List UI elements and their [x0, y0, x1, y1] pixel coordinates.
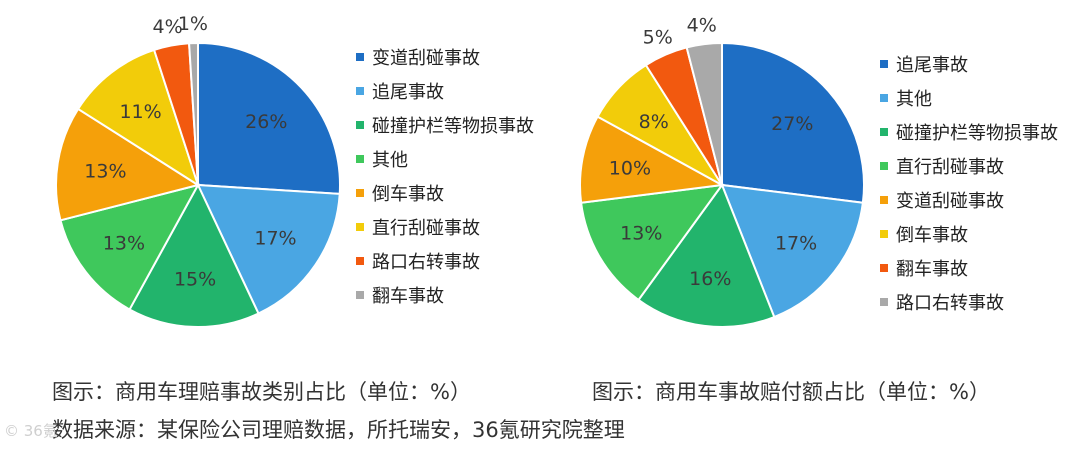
pie-label-right-3: 13% — [620, 223, 662, 245]
legend-label-right-7: 路口右转事故 — [896, 293, 1004, 314]
legend-swatch-right-4 — [880, 196, 888, 204]
pie-slice-left-3 — [59, 183, 200, 311]
legend-left: 变道刮碰事故追尾事故碰撞护栏等物损事故其他倒车事故直行刮碰事故路口右转事故翻车事… — [356, 48, 534, 307]
pie-slice-right-2 — [637, 182, 776, 328]
legend-swatch-left-3 — [356, 155, 364, 163]
legend-label-left-0: 变道刮碰事故 — [372, 48, 480, 69]
pie-slice-left-2 — [128, 182, 260, 328]
legend-swatch-left-7 — [356, 291, 364, 299]
legend-label-right-3: 直行刮碰事故 — [896, 157, 1004, 178]
pie-label-right-6: 5% — [643, 26, 673, 48]
legend-label-left-2: 碰撞护栏等物损事故 — [372, 116, 534, 137]
pie-slice-left-1 — [196, 183, 341, 315]
legend-label-right-5: 倒车事故 — [896, 225, 968, 246]
legend-swatch-left-6 — [356, 257, 364, 265]
legend-label-right-6: 翻车事故 — [896, 259, 968, 280]
legend-swatch-left-2 — [356, 121, 364, 129]
legend-label-left-3: 其他 — [372, 150, 408, 171]
pie-label-right-2: 16% — [689, 268, 731, 290]
legend-swatch-right-1 — [880, 94, 888, 102]
data-source-note: 数据来源：某保险公司理赔数据，所托瑞安，36氪研究院整理 — [52, 418, 625, 442]
legend-label-right-0: 追尾事故 — [896, 55, 968, 76]
legend-swatch-right-7 — [880, 298, 888, 306]
legend-swatch-left-0 — [356, 53, 364, 61]
pie-slice-right-7 — [685, 41, 723, 186]
legend-swatch-left-5 — [356, 223, 364, 231]
legend-label-left-5: 直行刮碰事故 — [372, 218, 480, 239]
pie-slice-left-7 — [188, 41, 199, 186]
legend-right: 追尾事故其他碰撞护栏等物损事故直行刮碰事故变道刮碰事故倒车事故翻车事故路口右转事… — [880, 55, 1058, 314]
pie-slice-left-0 — [197, 41, 341, 195]
pie-label-right-5: 8% — [639, 111, 669, 133]
pie-slice-left-4 — [55, 107, 201, 222]
legend-label-right-4: 变道刮碰事故 — [896, 191, 1004, 212]
pie-slice-right-1 — [720, 183, 864, 319]
caption-right-chart: 图示：商用车事故赔付额占比（单位：%） — [592, 380, 990, 404]
pie-label-left-7: 1% — [178, 13, 208, 35]
legend-label-left-7: 翻车事故 — [372, 286, 444, 307]
pie-label-left-0: 26% — [245, 111, 287, 133]
legend-label-right-1: 其他 — [896, 89, 932, 110]
legend-swatch-right-5 — [880, 230, 888, 238]
legend-swatch-right-6 — [880, 264, 888, 272]
pie-slice-right-3 — [580, 183, 725, 302]
pie-label-left-3: 13% — [103, 232, 145, 254]
pie-slice-left-5 — [76, 48, 200, 188]
legend-swatch-right-0 — [880, 60, 888, 68]
legend-swatch-left-4 — [356, 189, 364, 197]
caption-left-chart: 图示：商用车理赔事故类别占比（单位：%） — [52, 380, 471, 404]
pie-chart-left: 26% 17% 15% 13% 13% 11% 4%1% — [55, 13, 341, 328]
legend-swatch-right-2 — [880, 128, 888, 136]
pie-label-left-4: 13% — [84, 160, 126, 182]
legend-swatch-left-1 — [356, 87, 364, 95]
pie-slice-right-0 — [721, 41, 865, 204]
pie-label-right-4: 10% — [609, 157, 651, 179]
legend-label-left-4: 倒车事故 — [372, 184, 444, 205]
legend-label-left-6: 路口右转事故 — [372, 252, 480, 273]
pie-label-left-1: 17% — [254, 228, 296, 250]
pie-label-right-7: 4% — [687, 14, 717, 36]
watermark: © 36氪 — [4, 422, 58, 440]
legend-label-right-2: 碰撞护栏等物损事故 — [896, 123, 1058, 144]
pie-chart-right: 27% 17% 16% 13% 10% 8% 5% 4% — [579, 14, 865, 328]
pie-label-left-5: 11% — [119, 101, 161, 123]
pie-label-left-6: 4% — [153, 16, 183, 38]
legend-label-left-1: 追尾事故 — [372, 82, 444, 103]
legend-swatch-right-3 — [880, 162, 888, 170]
pie-label-left-2: 15% — [174, 269, 216, 291]
pie-label-right-1: 17% — [775, 232, 817, 254]
pie-slice-right-4 — [579, 115, 726, 204]
pie-label-right-0: 27% — [771, 113, 813, 135]
